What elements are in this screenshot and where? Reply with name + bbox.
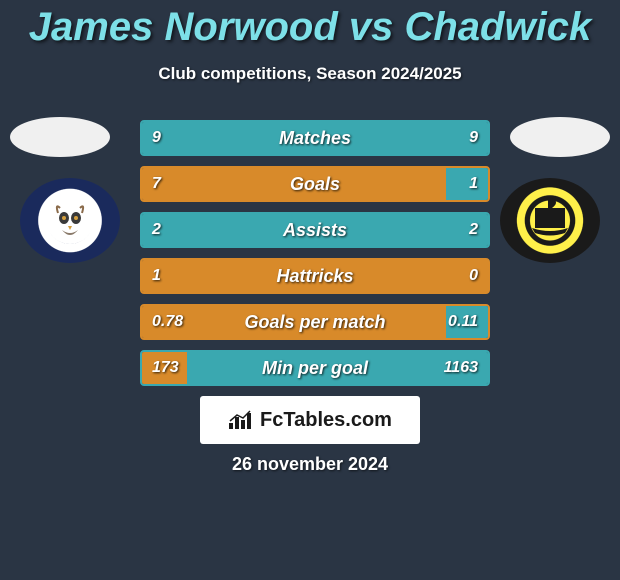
stat-value-right: 9 (469, 122, 478, 154)
flag-right (510, 117, 610, 157)
club-crest-right (500, 178, 600, 263)
footer-brand-text: FcTables.com (260, 409, 392, 432)
club-crest-left (20, 178, 120, 263)
stat-value-right: 1 (469, 168, 478, 200)
stat-row: 0.78Goals per match0.11 (140, 304, 490, 340)
subtitle: Club competitions, Season 2024/2025 (0, 64, 620, 84)
stat-row: 2Assists2 (140, 212, 490, 248)
stat-row: 7Goals1 (140, 166, 490, 202)
stat-label: Hattricks (142, 260, 488, 292)
stats-container: 9Matches97Goals12Assists21Hattricks00.78… (140, 120, 490, 396)
ship-crest-icon (500, 178, 600, 263)
stat-value-right: 2 (469, 214, 478, 246)
flag-left (10, 117, 110, 157)
stat-label: Assists (142, 214, 488, 246)
stat-row: 173Min per goal1163 (140, 350, 490, 386)
stat-label: Min per goal (142, 352, 488, 384)
footer-date: 26 november 2024 (0, 454, 620, 475)
footer-brand[interactable]: FcTables.com (200, 396, 420, 444)
bar-chart-icon (228, 409, 254, 431)
stat-label: Matches (142, 122, 488, 154)
stat-value-right: 0 (469, 260, 478, 292)
stat-value-right: 1163 (444, 352, 478, 384)
stat-label: Goals (142, 168, 488, 200)
owl-crest-icon (20, 178, 120, 263)
stat-row: 1Hattricks0 (140, 258, 490, 294)
page-title: James Norwood vs Chadwick (0, 0, 620, 50)
stat-label: Goals per match (142, 306, 488, 338)
stat-row: 9Matches9 (140, 120, 490, 156)
stat-value-right: 0.11 (448, 306, 478, 338)
